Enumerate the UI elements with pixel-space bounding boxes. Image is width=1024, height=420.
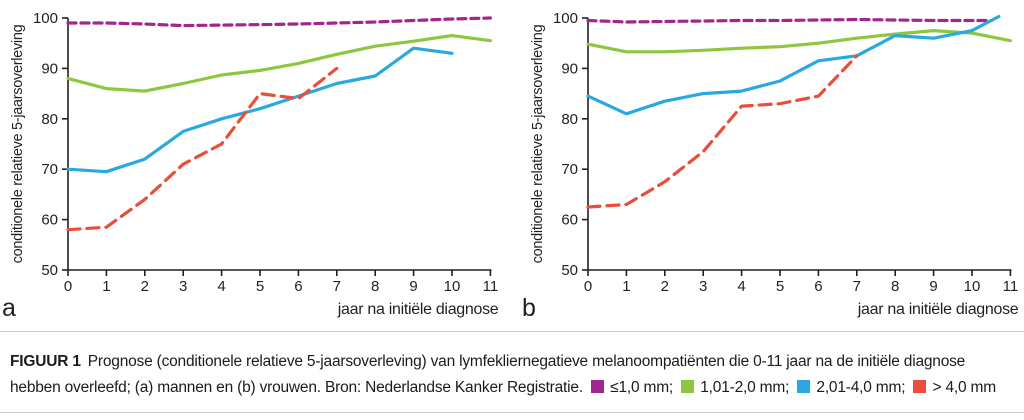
y-tick-label: 90 <box>561 60 578 77</box>
x-tick-label: 9 <box>929 278 937 295</box>
chart-panel-a: 50 60 70 80 90 100 0 1 2 3 4 5 6 7 8 9 10 11 conditionele … <box>2 10 499 322</box>
x-tick-label: 1 <box>622 278 630 295</box>
panel-label-b: b <box>522 294 536 322</box>
y-axis-title: conditionele relatieve 5-jaarsoverleving <box>10 24 26 263</box>
series-line-2-01-4-0-mm <box>66 46 454 174</box>
x-tick-label: 3 <box>699 278 707 295</box>
y-tick-label: 90 <box>41 60 58 77</box>
panel-label-a: a <box>2 294 16 322</box>
y-tick-label: 50 <box>41 262 58 279</box>
x-tick-label: 7 <box>853 278 861 295</box>
caption-label: FIGUUR 1 <box>10 353 81 370</box>
x-tick-label: 1 <box>102 278 110 295</box>
y-tick-label: 60 <box>561 212 578 229</box>
divider-top <box>0 331 1024 332</box>
x-tick-label: 0 <box>584 278 592 295</box>
y-tick-label: 70 <box>561 161 578 178</box>
x-axis-title: jaar na initiële diagnose <box>337 301 499 318</box>
legend-label: ≤1,0 mm; <box>606 379 678 396</box>
x-tick-label: 2 <box>661 278 669 295</box>
legend-swatch <box>913 380 927 393</box>
legend-label: 2,01-4,0 mm; <box>812 379 910 396</box>
y-tick-label: 100 <box>553 10 578 27</box>
legend-label: 1,01-2,0 mm; <box>696 379 794 396</box>
y-tick-label: 60 <box>41 212 58 229</box>
y-tick-label: 80 <box>561 111 578 128</box>
y-tick-label: 80 <box>41 111 58 128</box>
x-tick-label: 5 <box>256 278 264 295</box>
caption-text: Prognose (conditionele relatieve 5-jaars… <box>10 353 966 396</box>
series-line--4-0-mm <box>586 54 859 209</box>
series-line--1-0-mm <box>586 17 993 24</box>
y-tick-label: 100 <box>33 10 58 27</box>
divider-bottom <box>0 412 1024 413</box>
series-line-1-01-2-0-mm <box>66 33 492 93</box>
x-tick-label: 7 <box>333 278 341 295</box>
x-tick-label: 6 <box>814 278 822 295</box>
x-tick-label: 4 <box>737 278 745 295</box>
chart-panel-b: 50 60 70 80 90 100 0 1 2 3 4 5 6 7 8 9 10 11 conditionele … <box>522 10 1019 322</box>
series-line-1-01-2-0-mm <box>586 29 1013 54</box>
y-axis-title: conditionele relatieve 5-jaarsoverleving <box>530 24 546 263</box>
x-tick-label: 11 <box>1003 278 1019 295</box>
x-tick-label: 8 <box>891 278 899 295</box>
series-line--1-0-mm <box>66 16 492 28</box>
series-line-2-01-4-0-mm <box>586 14 1001 116</box>
x-tick-label: 10 <box>964 278 981 295</box>
y-tick-label: 50 <box>561 262 578 279</box>
figure-caption: FIGUUR 1 Prognose (conditionele relatieve… <box>10 349 1014 401</box>
x-tick-label: 2 <box>141 278 149 295</box>
x-tick-label: 9 <box>409 278 417 295</box>
x-tick-label: 11 <box>483 278 499 295</box>
x-axis-title: jaar na initiële diagnose <box>857 301 1019 318</box>
x-tick-label: 4 <box>217 278 225 295</box>
legend-swatch <box>591 380 605 393</box>
x-tick-label: 5 <box>776 278 784 295</box>
legend-swatch <box>797 380 811 393</box>
x-tick-label: 6 <box>294 278 302 295</box>
series-line--4-0-mm <box>66 66 339 232</box>
legend: ≤1,0 mm; 1,01-2,0 mm; 2,01-4,0 mm; > 4,0… <box>587 379 996 396</box>
legend-label: > 4,0 mm <box>928 379 997 396</box>
x-tick-label: 3 <box>179 278 187 295</box>
y-tick-label: 70 <box>41 161 58 178</box>
x-tick-label: 10 <box>444 278 461 295</box>
x-tick-label: 8 <box>371 278 379 295</box>
legend-swatch <box>681 380 695 393</box>
x-tick-label: 0 <box>64 278 72 295</box>
